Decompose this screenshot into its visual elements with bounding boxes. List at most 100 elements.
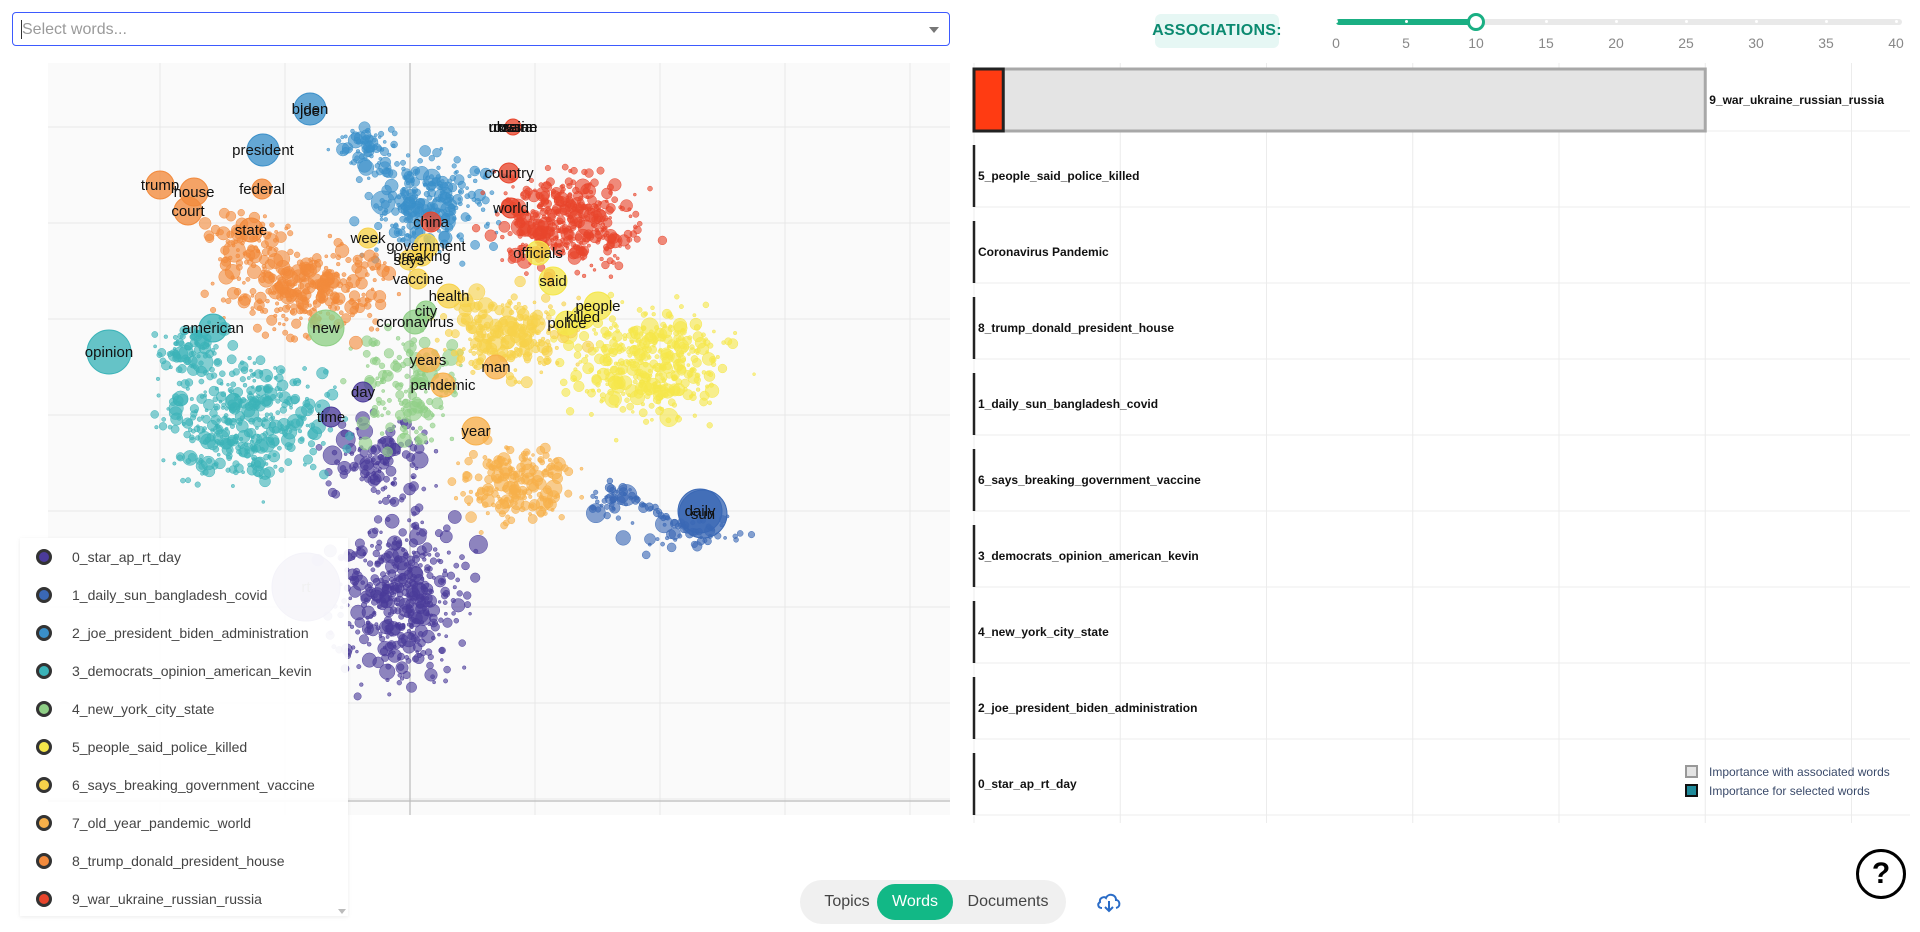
- word-point[interactable]: [392, 640, 401, 650]
- word-point[interactable]: [399, 401, 404, 406]
- word-point[interactable]: [238, 361, 249, 372]
- word-point[interactable]: [221, 405, 225, 410]
- word-point[interactable]: [536, 445, 546, 455]
- word-point[interactable]: [284, 279, 289, 283]
- word-point[interactable]: [371, 170, 379, 178]
- word-point[interactable]: [309, 447, 317, 456]
- word-point[interactable]: [392, 359, 398, 365]
- word-point[interactable]: [538, 494, 544, 500]
- word-point[interactable]: [249, 288, 257, 295]
- word-point[interactable]: [498, 220, 511, 233]
- word-point[interactable]: [239, 415, 245, 421]
- word-point[interactable]: [532, 300, 537, 305]
- word-point[interactable]: [374, 622, 379, 627]
- word-point[interactable]: [596, 369, 602, 375]
- word-point[interactable]: [587, 211, 591, 216]
- word-point[interactable]: [400, 159, 406, 166]
- word-point[interactable]: [403, 196, 416, 209]
- word-point[interactable]: [401, 166, 406, 172]
- word-point[interactable]: [608, 394, 620, 406]
- word-point[interactable]: [627, 353, 633, 358]
- word-point[interactable]: [581, 356, 589, 364]
- word-point[interactable]: [545, 339, 551, 345]
- word-point[interactable]: [471, 224, 481, 233]
- word-point[interactable]: [700, 332, 706, 338]
- word-point[interactable]: [183, 430, 191, 439]
- word-point[interactable]: [701, 352, 716, 366]
- word-point[interactable]: [607, 291, 615, 299]
- word-point[interactable]: [166, 351, 173, 357]
- word-point[interactable]: [230, 381, 237, 388]
- word-point[interactable]: [447, 510, 462, 524]
- word-point[interactable]: [341, 272, 347, 277]
- word-point[interactable]: [436, 558, 441, 563]
- word-point[interactable]: [227, 340, 239, 351]
- word-point[interactable]: [249, 368, 253, 373]
- word-point[interactable]: [686, 363, 691, 367]
- word-point[interactable]: [553, 457, 560, 464]
- word-point[interactable]: [570, 202, 576, 208]
- word-point[interactable]: [216, 378, 224, 385]
- word-point[interactable]: [595, 200, 602, 207]
- word-point[interactable]: [379, 530, 383, 535]
- word-point[interactable]: [604, 199, 609, 203]
- word-point[interactable]: [507, 231, 513, 237]
- word-point[interactable]: [683, 387, 688, 392]
- word-point[interactable]: [185, 386, 190, 391]
- word-point[interactable]: [595, 239, 601, 245]
- word-point[interactable]: [437, 194, 443, 199]
- word-point[interactable]: [373, 356, 379, 362]
- word-point[interactable]: [522, 314, 529, 321]
- word-point[interactable]: [458, 639, 466, 647]
- word-point[interactable]: [185, 477, 192, 484]
- word-point[interactable]: [365, 364, 370, 368]
- word-point[interactable]: [411, 193, 419, 200]
- word-point[interactable]: [414, 503, 424, 512]
- word-point[interactable]: [255, 355, 266, 366]
- word-point[interactable]: [555, 360, 560, 366]
- word-point[interactable]: [282, 329, 289, 336]
- word-point[interactable]: [273, 313, 278, 318]
- legend-item[interactable]: 5_people_said_police_killed: [36, 734, 247, 760]
- word-point[interactable]: [528, 512, 532, 516]
- word-point[interactable]: [715, 354, 720, 360]
- word-point[interactable]: [214, 358, 221, 366]
- word-point[interactable]: [381, 653, 390, 662]
- slider-handle[interactable]: [1467, 13, 1485, 31]
- word-point[interactable]: [356, 664, 362, 670]
- word-point[interactable]: [483, 323, 488, 329]
- word-point[interactable]: [431, 575, 436, 580]
- word-point[interactable]: [644, 393, 651, 400]
- word-point[interactable]: [378, 558, 384, 564]
- word-point[interactable]: [602, 217, 613, 228]
- word-point[interactable]: [302, 332, 309, 339]
- word-point[interactable]: [335, 254, 342, 261]
- word-point[interactable]: [154, 425, 159, 430]
- word-point[interactable]: [603, 368, 611, 376]
- word-point[interactable]: [379, 217, 384, 222]
- word-point[interactable]: [626, 402, 635, 411]
- word-point[interactable]: [316, 403, 322, 408]
- word-point[interactable]: [500, 336, 505, 341]
- word-point[interactable]: [410, 398, 426, 414]
- word-point[interactable]: [449, 174, 457, 182]
- word-point[interactable]: [537, 225, 543, 231]
- word-point[interactable]: [420, 650, 427, 657]
- word-point[interactable]: [510, 293, 518, 301]
- word-point[interactable]: [527, 514, 538, 524]
- word-point[interactable]: [156, 352, 163, 358]
- word-point[interactable]: [446, 550, 451, 555]
- word-point[interactable]: [422, 551, 428, 557]
- word-point[interactable]: [511, 185, 515, 189]
- word-point[interactable]: [349, 216, 360, 227]
- word-point[interactable]: [181, 421, 186, 426]
- word-point[interactable]: [608, 274, 614, 279]
- word-point[interactable]: [455, 360, 462, 367]
- word-point[interactable]: [451, 163, 457, 169]
- word-point[interactable]: [297, 437, 305, 444]
- word-point[interactable]: [491, 337, 496, 342]
- word-point[interactable]: [412, 360, 416, 365]
- word-point[interactable]: [695, 387, 701, 392]
- word-point[interactable]: [172, 461, 177, 466]
- word-point[interactable]: [540, 207, 545, 212]
